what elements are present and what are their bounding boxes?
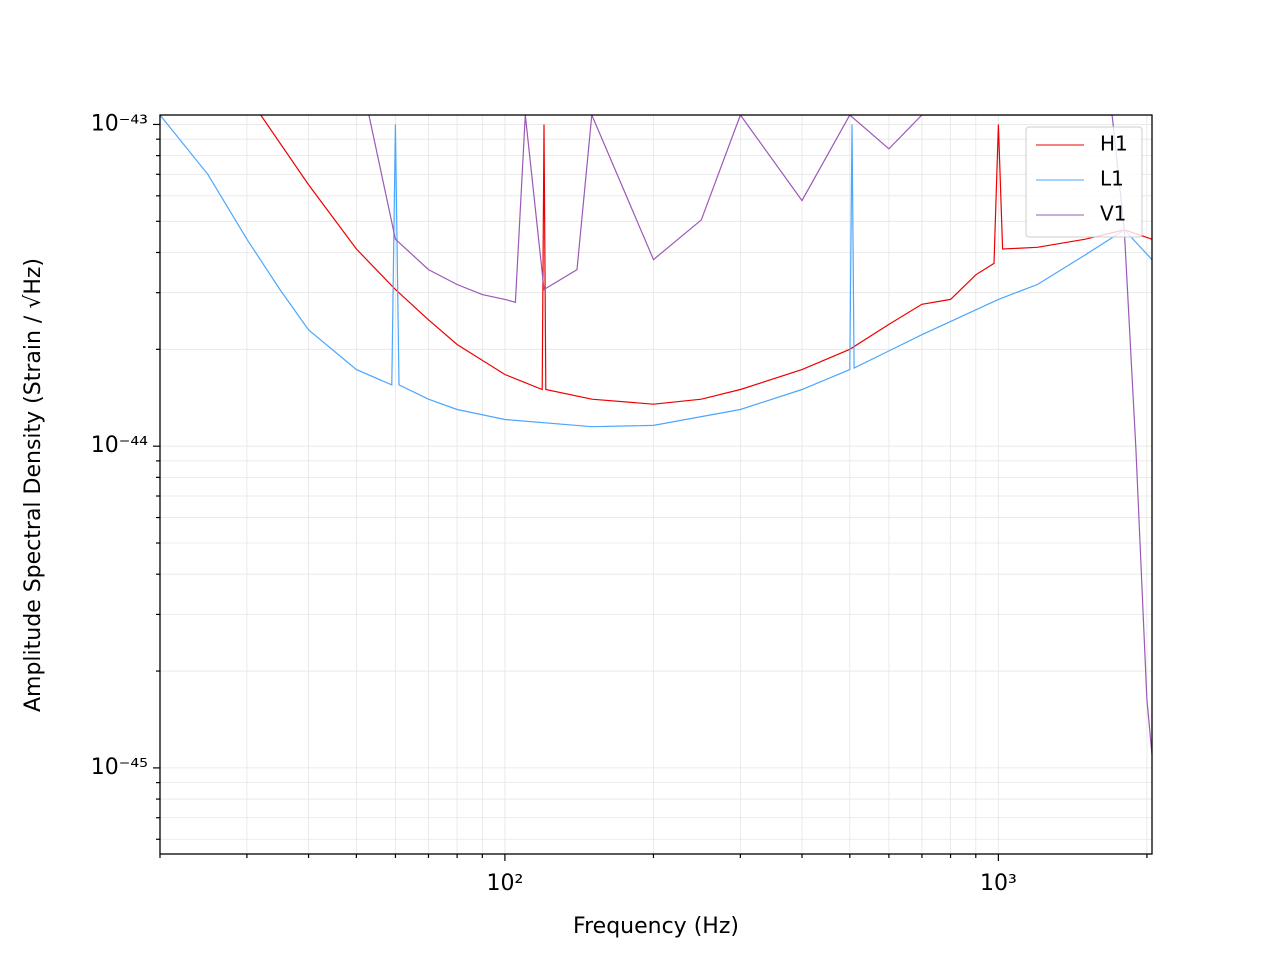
x-tick-label: 10² <box>486 871 523 896</box>
legend: H1 L1 V1 <box>1025 126 1143 238</box>
legend-label: V1 <box>1100 202 1126 226</box>
y-tick-label: 10⁻⁴³ <box>91 111 148 136</box>
legend-box <box>1025 126 1143 238</box>
x-tick-label: 10³ <box>980 871 1017 896</box>
series-line <box>160 115 1152 428</box>
legend-label: L1 <box>1100 167 1124 191</box>
series-line <box>260 115 1152 405</box>
y-tick-label: 10⁻⁴⁵ <box>91 755 148 780</box>
y-axis-label: Amplitude Spectral Density (Strain / √Hz… <box>21 258 46 712</box>
legend-label: H1 <box>1100 132 1128 156</box>
y-tick-label: 10⁻⁴⁴ <box>91 433 148 458</box>
ticks: 10² 10³ 10⁻⁴⁵ 10⁻⁴⁴ 10⁻⁴³ <box>91 111 1148 896</box>
grid <box>159 115 1152 854</box>
plot-frame <box>159 114 1153 855</box>
x-axis-label: Frequency (Hz) <box>573 914 739 939</box>
